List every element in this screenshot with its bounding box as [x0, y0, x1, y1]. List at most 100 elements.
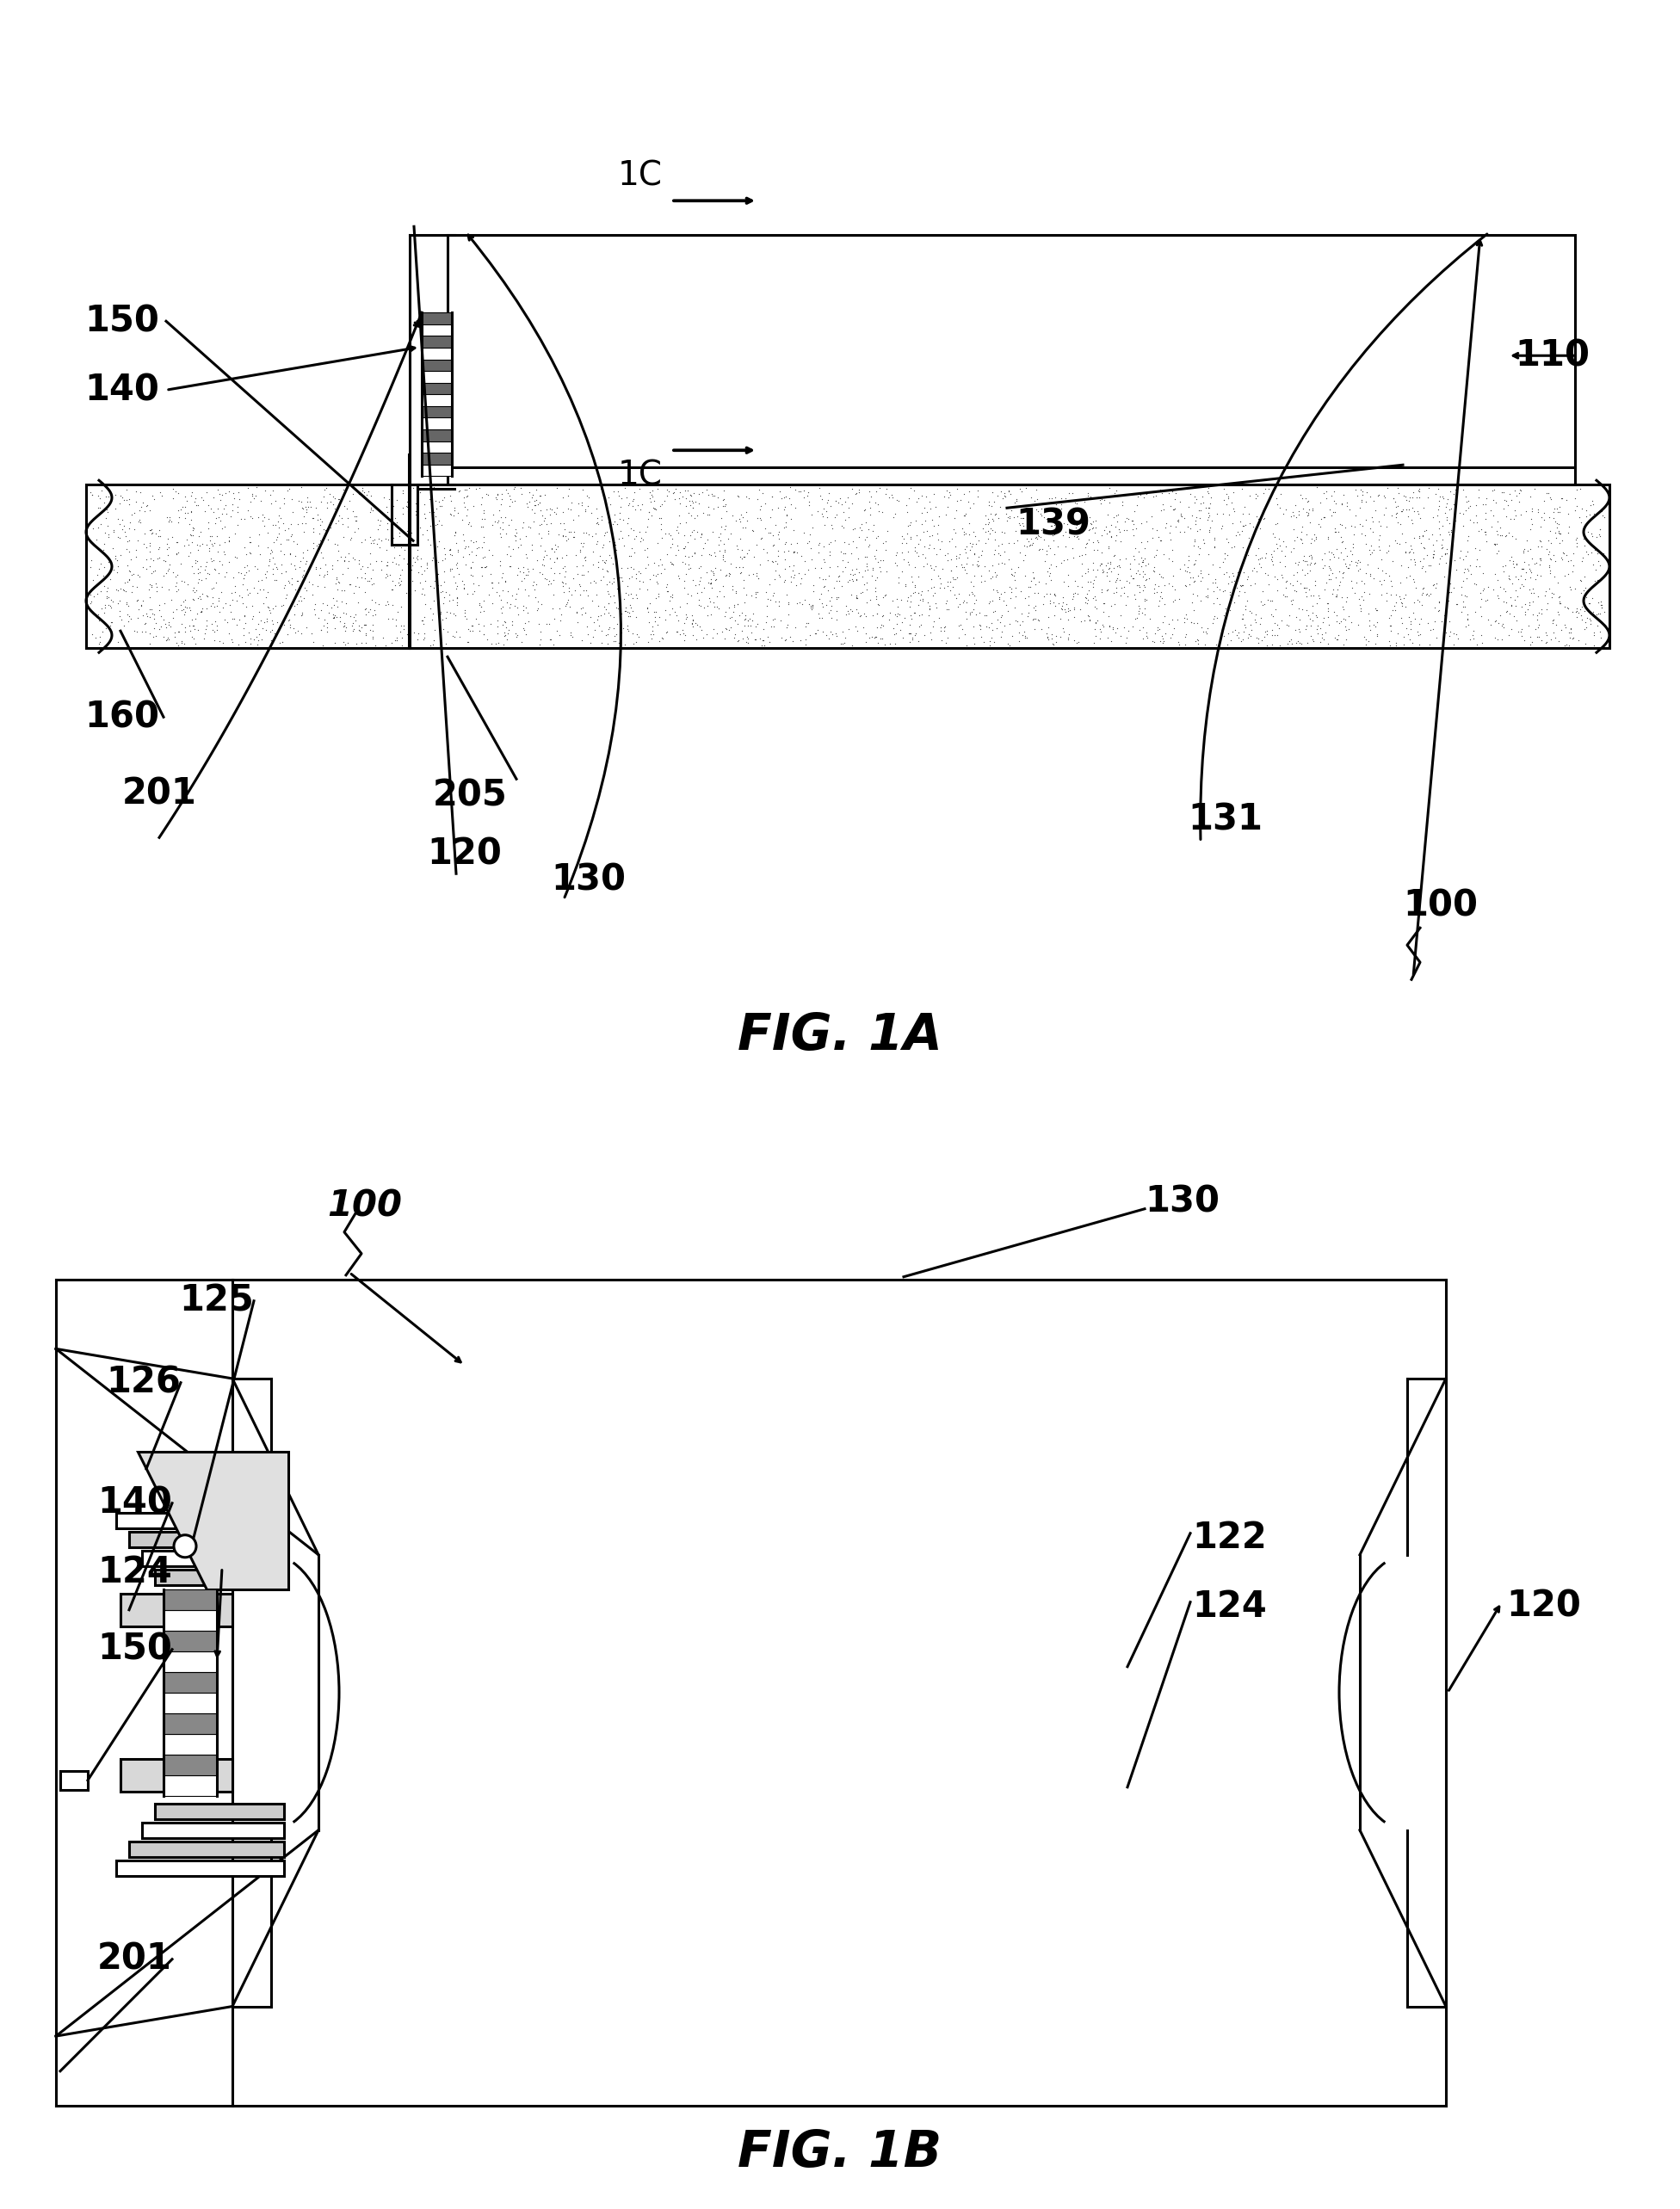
Point — [1272, 528, 1299, 563]
Point — [403, 621, 430, 656]
Point — [1539, 605, 1566, 641]
Point — [1567, 574, 1594, 610]
Point — [1149, 559, 1176, 594]
Point — [129, 599, 156, 634]
Point — [521, 488, 548, 524]
Point — [1072, 603, 1099, 638]
Point — [1324, 572, 1351, 607]
Point — [1299, 539, 1326, 574]
Point — [104, 585, 131, 621]
Point — [444, 588, 470, 623]
Point — [129, 583, 156, 619]
Point — [677, 497, 704, 532]
Point — [538, 530, 564, 566]
Point — [360, 614, 386, 649]
Point — [603, 605, 630, 641]
Point — [403, 497, 430, 532]
Point — [953, 515, 979, 550]
Point — [1569, 490, 1596, 526]
Point — [128, 588, 155, 623]
Point — [680, 499, 707, 535]
Point — [1294, 557, 1320, 592]
Point — [727, 497, 754, 532]
Point — [1347, 592, 1374, 627]
Point — [983, 557, 1010, 592]
Point — [163, 537, 190, 572]
Point — [1529, 592, 1556, 627]
Point — [867, 543, 894, 579]
Point — [1063, 506, 1090, 541]
Point — [1176, 477, 1203, 512]
Point — [131, 605, 158, 641]
Point — [440, 596, 467, 632]
Point — [323, 561, 349, 596]
Point — [865, 588, 892, 623]
Point — [1089, 517, 1116, 552]
Point — [1295, 599, 1322, 634]
Point — [1453, 601, 1480, 636]
Point — [331, 612, 358, 647]
Point — [679, 539, 706, 574]
Point — [487, 590, 514, 625]
Point — [106, 592, 133, 627]
Point — [1290, 539, 1317, 574]
Point — [593, 592, 620, 627]
Point — [1085, 524, 1112, 559]
Point — [1230, 554, 1257, 590]
Point — [1336, 490, 1362, 526]
Point — [402, 572, 428, 607]
Point — [954, 541, 981, 577]
Point — [1420, 539, 1446, 574]
Point — [546, 616, 573, 652]
Point — [541, 554, 568, 590]
Point — [796, 616, 823, 652]
Point — [907, 521, 934, 557]
Point — [706, 590, 732, 625]
Point — [1025, 517, 1052, 552]
Point — [536, 541, 563, 577]
Point — [729, 550, 756, 585]
Point — [749, 475, 776, 510]
Point — [454, 477, 480, 512]
Point — [260, 616, 287, 652]
Point — [659, 546, 685, 581]
Point — [255, 541, 282, 577]
Point — [1181, 543, 1208, 579]
Point — [690, 526, 717, 561]
Point — [121, 512, 148, 548]
Point — [1104, 548, 1131, 583]
Point — [1129, 559, 1156, 594]
Point — [724, 623, 751, 658]
Point — [1299, 493, 1326, 528]
Point — [1015, 524, 1042, 559]
Point — [1089, 552, 1116, 588]
Point — [428, 488, 455, 524]
Point — [1401, 563, 1428, 599]
Point — [517, 479, 544, 515]
Point — [168, 588, 195, 623]
Point — [895, 543, 922, 579]
Point — [180, 512, 207, 548]
Point — [1295, 497, 1322, 532]
Point — [749, 532, 776, 568]
Point — [165, 572, 192, 607]
Point — [1502, 588, 1529, 623]
Point — [694, 599, 721, 634]
Point — [373, 506, 400, 541]
Point — [539, 530, 566, 566]
Point — [1344, 479, 1371, 515]
Point — [1572, 493, 1599, 528]
Point — [1495, 515, 1522, 550]
Point — [225, 508, 252, 543]
Point — [1193, 579, 1220, 614]
Point — [1043, 619, 1070, 654]
Point — [87, 546, 114, 581]
Point — [1225, 517, 1252, 552]
Point — [171, 610, 198, 645]
Point — [956, 526, 983, 561]
Point — [637, 585, 664, 621]
Bar — [129, 1842, 284, 1858]
Point — [200, 570, 227, 605]
Point — [274, 473, 301, 508]
Point — [186, 561, 213, 596]
